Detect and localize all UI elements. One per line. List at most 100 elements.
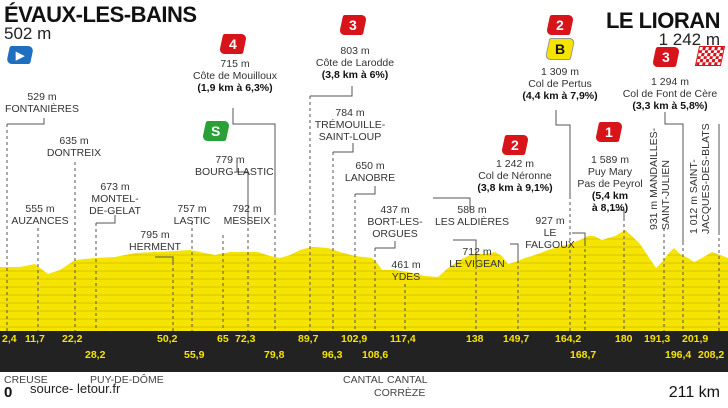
climb-detail: (1,9 km à 6,3%) — [197, 82, 273, 94]
km-mark: 22,2 — [62, 333, 83, 345]
km-mark: 191,3 — [644, 333, 671, 345]
place-altitude: 673 m — [100, 181, 130, 193]
sprint-name: BOURG-LASTIC — [195, 166, 274, 178]
climb-neronne-label: 1 242 m Col de Néronne (3,8 km à 9,1%) — [460, 158, 570, 194]
place-altitude: 795 m — [140, 229, 170, 241]
sprint-bourg-lastic-label: 779 m BOURG-LASTIC — [195, 154, 274, 178]
climb-altitude: 803 m — [340, 45, 370, 57]
climb-name: Pas de Peyrol — [577, 178, 643, 190]
sprint-altitude: 779 m — [215, 154, 245, 166]
climb-larodde-label: 803 m Côte de Larodde (3,8 km à 6%) — [300, 45, 410, 81]
climb-name: Côte de Mouilloux — [192, 70, 278, 82]
place-name: FONTANIÈRES — [5, 103, 79, 115]
climb-category-1-badge: 1 — [594, 122, 624, 142]
place-herment: 795 m HERMENT — [125, 229, 185, 253]
climb-category-2-badge: 2 — [500, 135, 530, 155]
km-mark: 201,9 — [682, 333, 709, 345]
place-bort-les-orgues: 437 m BORT-LES- ORGUES — [360, 204, 430, 240]
climb-detail: à 8,1%) — [591, 202, 629, 214]
climb-category-4-badge: 4 — [218, 34, 248, 54]
department-cantal: CANTAL — [343, 374, 384, 386]
place-altitude: 437 m — [380, 204, 410, 216]
place-altitude: 792 m — [232, 203, 262, 215]
km-mark: 208,2 — [698, 349, 725, 361]
profile-area — [0, 230, 728, 331]
intermediate-sprint-icon: S — [201, 121, 231, 141]
department-correze: CORRÈZE — [374, 387, 426, 399]
km-mark: 168,7 — [570, 349, 597, 361]
climb-detail: (3,3 km à 5,8%) — [632, 100, 708, 112]
place-altitude: 529 m — [27, 91, 57, 103]
climb-category-3-badge: 3 — [338, 15, 368, 35]
department-creuse: CREUSE — [4, 374, 48, 386]
place-tremouille-saint-loup: 784 m TRÉMOUILLE- SAINT-LOUP — [310, 107, 390, 143]
place-lastic: 757 m LASTIC — [172, 203, 212, 227]
place-name: LE — [543, 227, 557, 239]
climb-name: Côte de Larodde — [315, 57, 395, 69]
km-mark: 72,3 — [235, 333, 256, 345]
place-name: AUZANCES — [11, 215, 69, 227]
place-altitude: 635 m — [59, 135, 89, 147]
km-mark: 180 — [615, 333, 633, 345]
climb-detail: (4,4 km à 7,9%) — [522, 90, 598, 102]
finish-town-name: LE LIORAN — [605, 8, 721, 33]
place-ydes: 461 m YDES — [386, 259, 426, 283]
climb-pertus-label: 1 309 m Col de Pertus (4,4 km à 7,9%) — [510, 66, 610, 102]
place-altitude: 650 m — [355, 160, 385, 172]
climb-altitude: 1 242 m — [496, 158, 534, 170]
place-name: 1 012 m SAINT- — [688, 159, 700, 234]
climb-name: Puy Mary — [587, 166, 633, 178]
place-montel-de-gelat: 673 m MONTEL- DE-GELAT — [85, 181, 145, 217]
km-mark: 79,8 — [264, 349, 285, 361]
km-mark: 89,7 — [298, 333, 319, 345]
climb-name: Col de Font de Cère — [622, 88, 718, 100]
place-name: DONTREIX — [46, 147, 102, 159]
place-name: ORGUES — [372, 228, 418, 240]
place-altitude: 555 m — [25, 203, 55, 215]
place-le-vigean: 712 m LE VIGEAN — [447, 246, 507, 270]
place-name: SAINT-LOUP — [318, 131, 382, 143]
start-altitude: 502 m — [4, 24, 52, 43]
place-name: YDES — [391, 271, 421, 283]
place-name: LANOBRE — [344, 172, 396, 184]
km-mark: 28,2 — [85, 349, 106, 361]
climb-altitude: 1 589 m — [591, 154, 629, 166]
place-name: SAINT-JULIEN — [660, 159, 672, 230]
km-mark: 65 — [217, 333, 229, 345]
place-name: LES ALDIÈRES — [434, 216, 510, 228]
place-name: MESSEIX — [223, 215, 271, 227]
place-name: BORT-LES- — [367, 216, 423, 228]
climb-altitude: 715 m — [220, 58, 250, 70]
place-fontanieres: 529 m FONTANIÈRES — [2, 91, 82, 115]
climb-detail: (3,8 km à 6%) — [321, 69, 389, 81]
place-name: MONTEL- — [91, 193, 139, 205]
place-le-falgoux: 927 m LE FALGOUX — [520, 215, 580, 251]
place-les-aldieres: 588 m LES ALDIÈRES — [432, 204, 512, 228]
place-altitude: 712 m — [462, 246, 492, 258]
place-name: 931 m MANDAILLES- — [648, 127, 660, 230]
km-mark: 117,4 — [390, 333, 416, 345]
start-town-name: ÉVAUX-LES-BAINS — [4, 2, 197, 27]
climb-detail: (3,8 km à 9,1%) — [477, 182, 553, 194]
place-name: FALGOUX — [525, 239, 575, 251]
elevation-profile-chart — [0, 86, 728, 331]
place-name: HERMENT — [129, 241, 181, 253]
climb-detail: (5,4 km — [591, 190, 629, 202]
km-mark: 55,9 — [184, 349, 205, 361]
department-cantal: CANTAL — [387, 374, 428, 386]
finish-checkered-flag-icon — [694, 46, 726, 66]
source-credit: source- letour.fr — [30, 381, 121, 396]
climb-mouilloux-label: 715 m Côte de Mouilloux (1,9 km à 6,3%) — [175, 58, 295, 94]
place-name: DE-GELAT — [89, 205, 141, 217]
place-auzances: 555 m AUZANCES — [10, 203, 70, 227]
place-dontreix: 635 m DONTREIX — [44, 135, 104, 159]
climb-category-3-badge: 3 — [651, 47, 681, 67]
place-lanobre: 650 m LANOBRE — [340, 160, 400, 184]
km-mark: 149,7 — [503, 333, 530, 345]
km-mark: 11,7 — [25, 333, 45, 345]
department-puy-de-dome: PUY-DE-DÔME — [90, 374, 164, 386]
climb-puy-mary-label: 1 589 m Puy Mary Pas de Peyrol (5,4 km à… — [565, 154, 655, 214]
start-km-label: 0 — [4, 384, 13, 401]
km-mark: 96,3 — [322, 349, 343, 361]
climb-altitude: 1 294 m — [651, 76, 689, 88]
